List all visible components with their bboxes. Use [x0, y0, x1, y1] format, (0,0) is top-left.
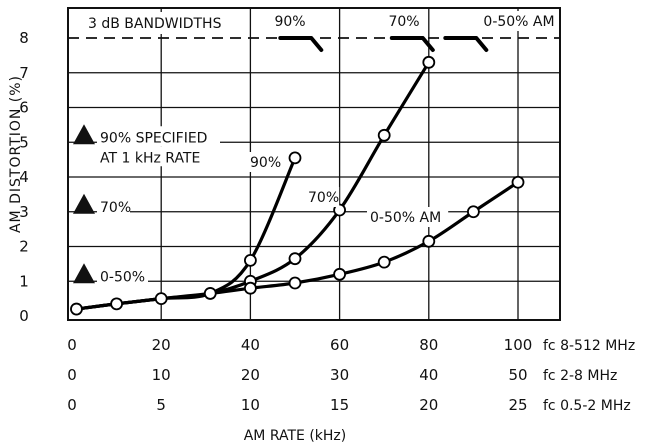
- x-tick-label: 80: [419, 336, 438, 354]
- x-tick-label: 30: [330, 366, 349, 384]
- data-point: [288, 151, 302, 165]
- x-tick-label: 20: [152, 336, 171, 354]
- bandwidth-marker-label-box: [479, 11, 559, 31]
- x-scale-label: fc 2-8 MHz: [543, 368, 617, 384]
- data-point: [243, 281, 257, 295]
- data-point: [110, 297, 123, 311]
- bandwidth-label-box: [84, 12, 244, 34]
- data-point: [333, 267, 347, 281]
- data-point: [203, 287, 217, 300]
- specified-label: 70%: [100, 200, 131, 216]
- x-tick-label: 60: [330, 336, 349, 354]
- bandwidth-marker-label: 0-50% AM: [483, 14, 554, 30]
- series-label: 70%: [308, 190, 339, 206]
- specified-label: 90% SPECIFIED: [100, 130, 207, 146]
- specified-label-box: [97, 126, 220, 147]
- x-tick-label: 0: [67, 336, 77, 354]
- x-tick-label: 25: [508, 396, 527, 414]
- x-tick-label: 0: [67, 366, 77, 384]
- x-scale-label: fc 0.5-2 MHz: [543, 398, 631, 414]
- data-point: [466, 205, 480, 219]
- x-tick-label: 40: [419, 366, 438, 384]
- series-label: 0-50% AM: [370, 210, 441, 226]
- specified-label-line2: AT 1 kHz RATE: [100, 150, 200, 166]
- series-label-box: [367, 207, 449, 227]
- specified-markers: 90% SPECIFIED AT 1 kHz RATE 70% 0-50%: [73, 124, 220, 286]
- specified-triangle: [73, 193, 95, 214]
- bandwidth-marker: [389, 36, 435, 52]
- data-points: [70, 55, 525, 316]
- data-point: [288, 276, 302, 290]
- chart-labels: 0 1 2 3 4 5 6 7 8 3 dB BANDWIDTHS 90% 70% 0-50% AM 90…: [8, 14, 635, 444]
- x-scale-label: fc 8-512 MHz: [543, 338, 635, 354]
- bandwidth-marker-label-box: [273, 11, 307, 31]
- series-line: [74, 180, 520, 311]
- series-label-box: [247, 152, 282, 172]
- x-tick-label: 10: [152, 366, 171, 384]
- y-tick-label: 1: [19, 272, 29, 290]
- bandwidth-title: 3 dB BANDWIDTHS: [88, 16, 222, 32]
- y-tick-label: 4: [19, 168, 29, 186]
- x-tick-label: 5: [156, 396, 166, 414]
- bandwidth-marker-label-box: [387, 11, 421, 31]
- bandwidth-marker-label: 70%: [388, 14, 419, 30]
- data-point: [422, 55, 436, 69]
- data-point: [154, 292, 168, 306]
- series-label: 90%: [250, 155, 281, 171]
- specified-label-box: [97, 146, 220, 167]
- y-tick-label: 2: [19, 238, 29, 256]
- data-point: [70, 302, 83, 316]
- y-tick-label: 8: [19, 29, 29, 47]
- specified-label-box: [97, 195, 130, 216]
- y-tick-label: 6: [19, 99, 29, 117]
- plot-frame: [67, 7, 561, 321]
- y-tick-label: 0: [19, 307, 29, 325]
- bandwidth-marker-label: 90%: [274, 14, 305, 30]
- bandwidth-line: [68, 11, 560, 52]
- x-tick-label: 0: [67, 396, 77, 414]
- y-tick-label: 7: [19, 64, 29, 82]
- data-point: [422, 234, 436, 248]
- data-point: [243, 253, 257, 267]
- specified-label: 0-50%: [100, 269, 145, 285]
- x-tick-label: 100: [504, 336, 533, 354]
- x-tick-label: 15: [330, 396, 349, 414]
- data-point: [288, 252, 302, 266]
- data-point: [377, 255, 391, 269]
- series-label-box: [305, 187, 340, 207]
- bandwidth-marker: [443, 36, 489, 52]
- data-point: [377, 128, 391, 142]
- specified-triangle: [73, 263, 95, 284]
- data-point: [333, 203, 347, 217]
- y-tick-label: 5: [19, 133, 29, 151]
- x-tick-label: 20: [419, 396, 438, 414]
- plot-border: [67, 7, 561, 321]
- data-point: [511, 175, 525, 189]
- specified-triangle: [73, 124, 95, 145]
- y-tick-label: 3: [19, 203, 29, 221]
- x-tick-label: 50: [508, 366, 527, 384]
- y-axis-title: AM DISTORTION (%): [8, 75, 24, 233]
- x-tick-label: 20: [241, 366, 260, 384]
- specified-label-box: [97, 265, 148, 286]
- bandwidth-marker: [278, 36, 324, 52]
- x-tick-label: 40: [241, 336, 260, 354]
- x-tick-label: 10: [241, 396, 260, 414]
- x-axis-title: AM RATE (kHz): [244, 428, 347, 444]
